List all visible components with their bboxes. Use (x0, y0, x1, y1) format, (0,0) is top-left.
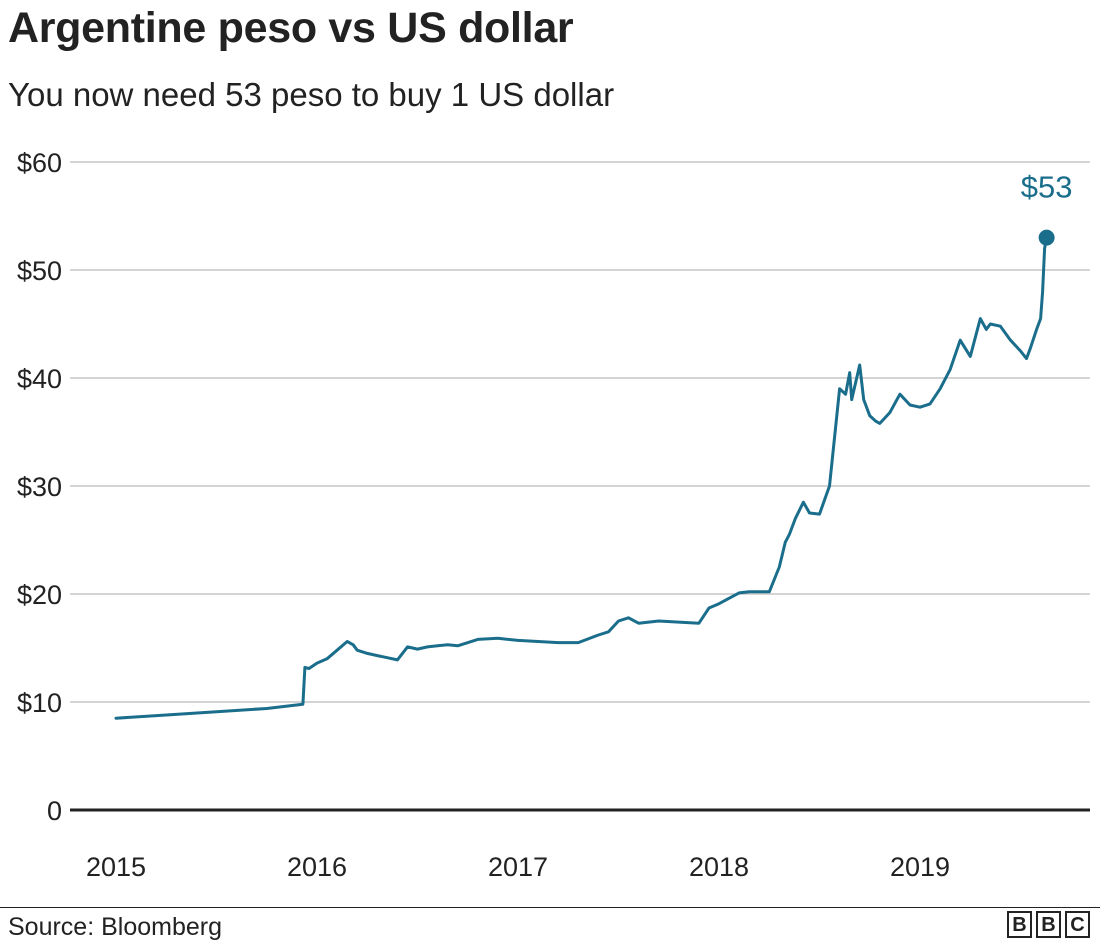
x-tick-label: 2016 (287, 852, 347, 882)
bbc-logo: B B C (1007, 911, 1090, 938)
y-axis-tick-labels: 0 $10 $20 $30 $40 $50 $60 (17, 148, 62, 826)
bbc-logo-letter-b1: B (1007, 911, 1032, 938)
y-tick-label: $50 (17, 256, 62, 286)
end-point-marker (1038, 229, 1055, 246)
gridlines (70, 161, 1090, 812)
y-tick-label: $30 (17, 472, 62, 502)
chart-title: Argentine peso vs US dollar (8, 4, 574, 52)
series-group (114, 236, 1049, 720)
line-chart: 0 $10 $20 $30 $40 $50 $60 2015 2016 2017 2018 2019… (17, 148, 1090, 882)
y-tick-label: $60 (17, 148, 62, 178)
y-tick-label: 0 (47, 796, 62, 826)
end-value-label: $53 (1021, 170, 1073, 205)
annotation-group: $53 (1021, 170, 1073, 246)
bbc-logo-letter-b2: B (1036, 911, 1061, 938)
x-axis-tick-labels: 2015 2016 2017 2018 2019 (86, 852, 950, 882)
footer-divider (0, 907, 1100, 908)
x-tick-label: 2017 (488, 852, 548, 882)
x-tick-label: 2019 (890, 852, 950, 882)
x-tick-label: 2015 (86, 852, 146, 882)
x-tick-label: 2018 (689, 852, 749, 882)
chart-subtitle: You now need 53 peso to buy 1 US dollar (8, 76, 615, 113)
y-tick-label: $20 (17, 580, 62, 610)
source-label: Source: Bloomberg (8, 913, 223, 941)
y-tick-label: $10 (17, 688, 62, 718)
y-tick-label: $40 (17, 364, 62, 394)
bbc-logo-letter-c: C (1065, 911, 1090, 938)
series-line (114, 236, 1049, 720)
